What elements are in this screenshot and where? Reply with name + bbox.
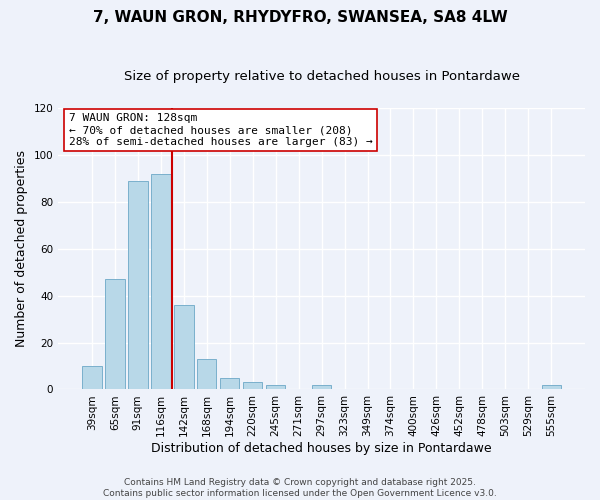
Bar	[266, 385, 286, 390]
Bar	[128, 180, 148, 390]
Bar	[197, 359, 217, 390]
Bar	[220, 378, 239, 390]
Bar	[105, 279, 125, 390]
Bar	[243, 382, 262, 390]
Bar	[174, 305, 194, 390]
Text: 7, WAUN GRON, RHYDYFRO, SWANSEA, SA8 4LW: 7, WAUN GRON, RHYDYFRO, SWANSEA, SA8 4LW	[92, 10, 508, 25]
Y-axis label: Number of detached properties: Number of detached properties	[15, 150, 28, 347]
Text: Contains HM Land Registry data © Crown copyright and database right 2025.
Contai: Contains HM Land Registry data © Crown c…	[103, 478, 497, 498]
Bar	[312, 385, 331, 390]
Text: 7 WAUN GRON: 128sqm
← 70% of detached houses are smaller (208)
28% of semi-detac: 7 WAUN GRON: 128sqm ← 70% of detached ho…	[69, 114, 373, 146]
Bar	[151, 174, 170, 390]
X-axis label: Distribution of detached houses by size in Pontardawe: Distribution of detached houses by size …	[151, 442, 492, 455]
Title: Size of property relative to detached houses in Pontardawe: Size of property relative to detached ho…	[124, 70, 520, 83]
Bar	[542, 385, 561, 390]
Bar	[82, 366, 101, 390]
